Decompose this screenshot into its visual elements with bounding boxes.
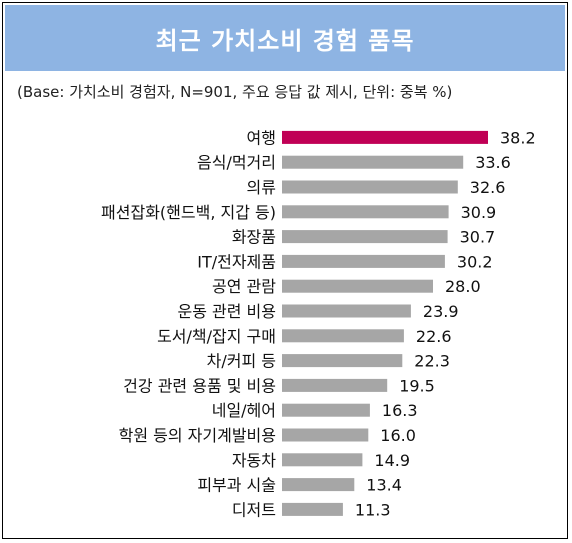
bar-3 (282, 205, 449, 219)
chart-frame: 최근 가치소비 경험 품목 (Base: 가치소비 경험자, N=901, 주요… (2, 2, 568, 539)
category-label-0: 여행 (247, 128, 276, 147)
bar-6 (282, 279, 433, 293)
bar-11 (282, 403, 370, 417)
category-label-3: 패션잡화(핸드백, 지갑 등) (101, 203, 276, 222)
category-label-6: 공연 관람 (212, 277, 276, 296)
value-label-1: 33.6 (475, 153, 511, 172)
value-label-6: 28.0 (445, 277, 481, 296)
value-label-4: 30.7 (460, 228, 496, 247)
value-label-0: 38.2 (500, 128, 536, 147)
bar-7 (282, 304, 411, 318)
bar-0 (282, 130, 488, 144)
category-label-14: 피부과 시술 (197, 476, 276, 495)
value-label-7: 23.9 (423, 302, 459, 321)
bar-10 (282, 378, 388, 392)
category-label-10: 건강 관련 용품 및 비용 (123, 376, 276, 395)
bar-12 (282, 428, 369, 442)
category-label-1: 음식/먹거리 (197, 153, 276, 172)
title-bar: 최근 가치소비 경험 품목 (5, 5, 565, 71)
value-label-15: 11.3 (355, 500, 391, 519)
category-label-13: 자동차 (232, 451, 276, 470)
value-label-3: 30.9 (461, 203, 497, 222)
chart-title: 최근 가치소비 경험 품목 (155, 26, 415, 55)
category-label-5: IT/전자제품 (197, 252, 276, 271)
bar-14 (282, 478, 355, 492)
bar-15 (282, 502, 343, 516)
category-label-7: 운동 관련 비용 (178, 302, 277, 321)
value-label-14: 13.4 (366, 476, 402, 495)
bar-5 (282, 254, 445, 268)
category-label-12: 학원 등의 자기계발비용 (119, 426, 276, 445)
category-label-8: 도서/책/잡지 구매 (157, 327, 276, 346)
category-label-2: 의류 (247, 178, 276, 197)
value-label-8: 22.6 (416, 327, 452, 346)
value-label-10: 19.5 (399, 376, 435, 395)
bar-4 (282, 230, 448, 244)
bar-1 (282, 155, 464, 169)
bar-13 (282, 453, 363, 467)
bar-8 (282, 329, 404, 343)
category-label-9: 차/커피 등 (207, 352, 276, 371)
category-label-4: 화장품 (232, 228, 276, 247)
category-label-15: 디저트 (232, 500, 276, 519)
value-label-2: 32.6 (470, 178, 506, 197)
value-label-12: 16.0 (380, 426, 416, 445)
value-label-9: 22.3 (414, 352, 450, 371)
bar-2 (282, 180, 458, 194)
value-label-11: 16.3 (382, 401, 418, 420)
category-label-11: 네일/헤어 (212, 401, 276, 420)
chart-subtitle: (Base: 가치소비 경험자, N=901, 주요 응답 값 제시, 단위: … (17, 83, 453, 101)
bar-9 (282, 354, 403, 368)
value-label-5: 30.2 (457, 252, 493, 271)
value-label-13: 14.9 (374, 451, 410, 470)
